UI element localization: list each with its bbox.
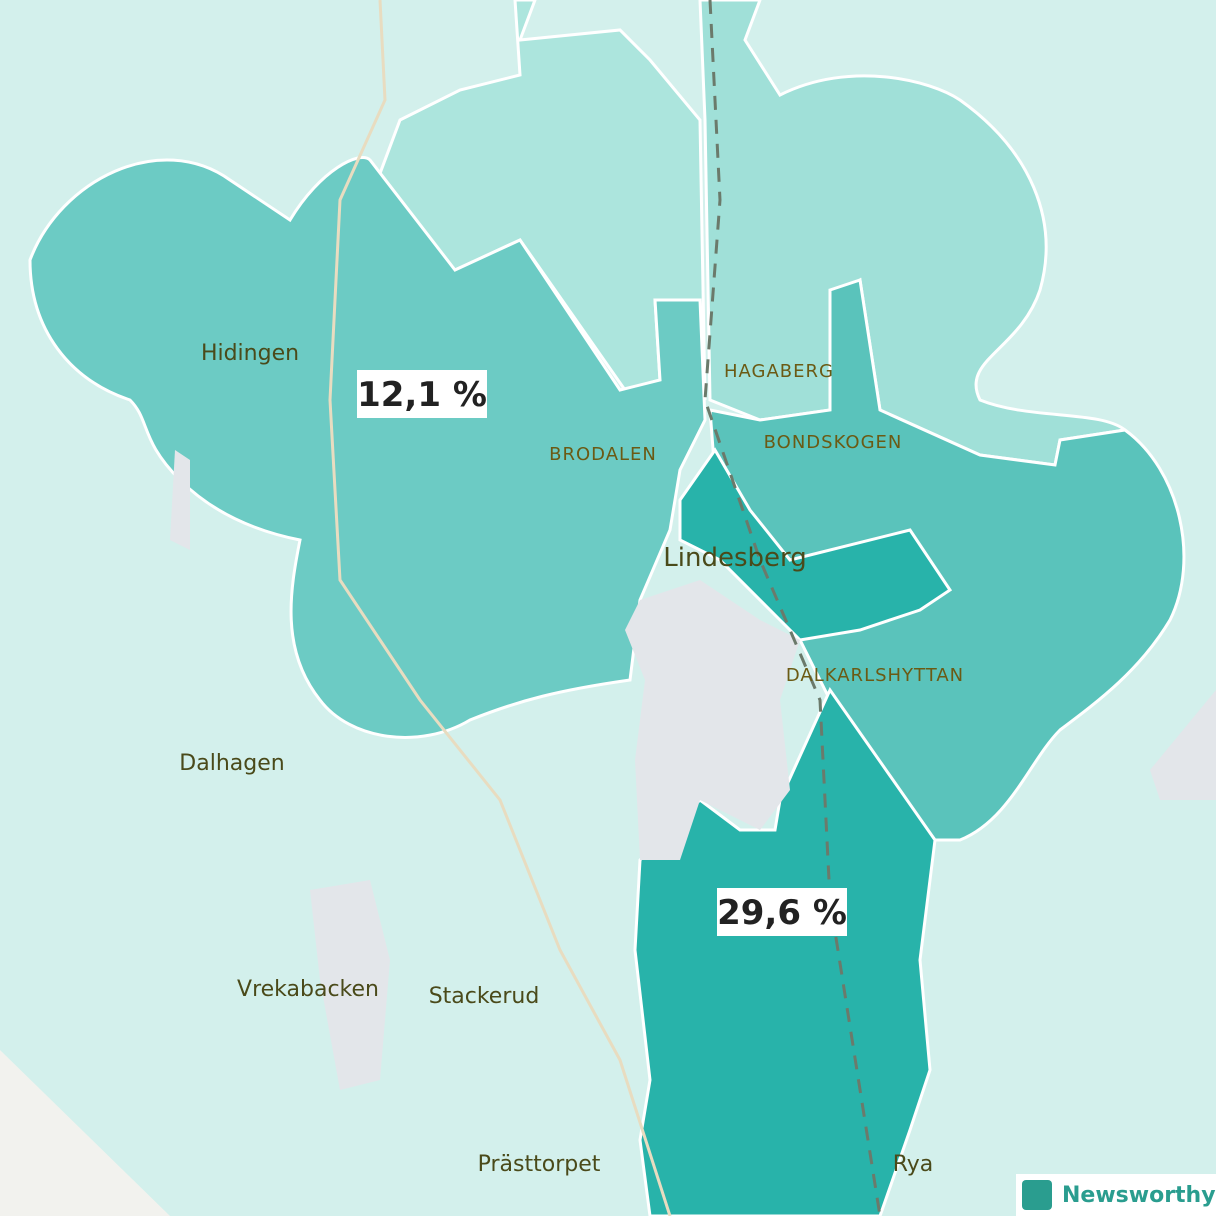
district-label: HAGABERG [724, 361, 834, 382]
land-outside [0, 1050, 170, 1216]
place-label: Dalhagen [179, 751, 284, 776]
lake [1150, 690, 1216, 800]
road [328, 0, 672, 1216]
district-label: DALKARLSHYTTAN [786, 665, 964, 686]
place-label: Vrekabacken [237, 977, 379, 1002]
lake [625, 580, 800, 860]
label-box [717, 888, 847, 936]
area-label: 12,1 % [357, 375, 487, 415]
town-label: Lindesberg [663, 543, 806, 573]
place-label: Rya [893, 1152, 934, 1177]
logo-icon [1022, 1180, 1052, 1210]
place-label: Prästtorpet [478, 1152, 601, 1177]
place-label: Stackerud [429, 984, 540, 1009]
area-label: 29,6 % [717, 893, 847, 933]
logo-text: Newsworthy [1062, 1183, 1216, 1208]
region-center [678, 447, 953, 642]
lake [310, 880, 390, 1090]
region-east [708, 278, 1186, 842]
label-box [357, 370, 487, 418]
region-northeast [698, 0, 1129, 467]
district-label: BRODALEN [549, 444, 657, 465]
region-west [28, 156, 707, 739]
lake [170, 450, 190, 550]
place-label: Hidingen [201, 341, 299, 366]
district-label: BONDSKOGEN [764, 432, 903, 453]
